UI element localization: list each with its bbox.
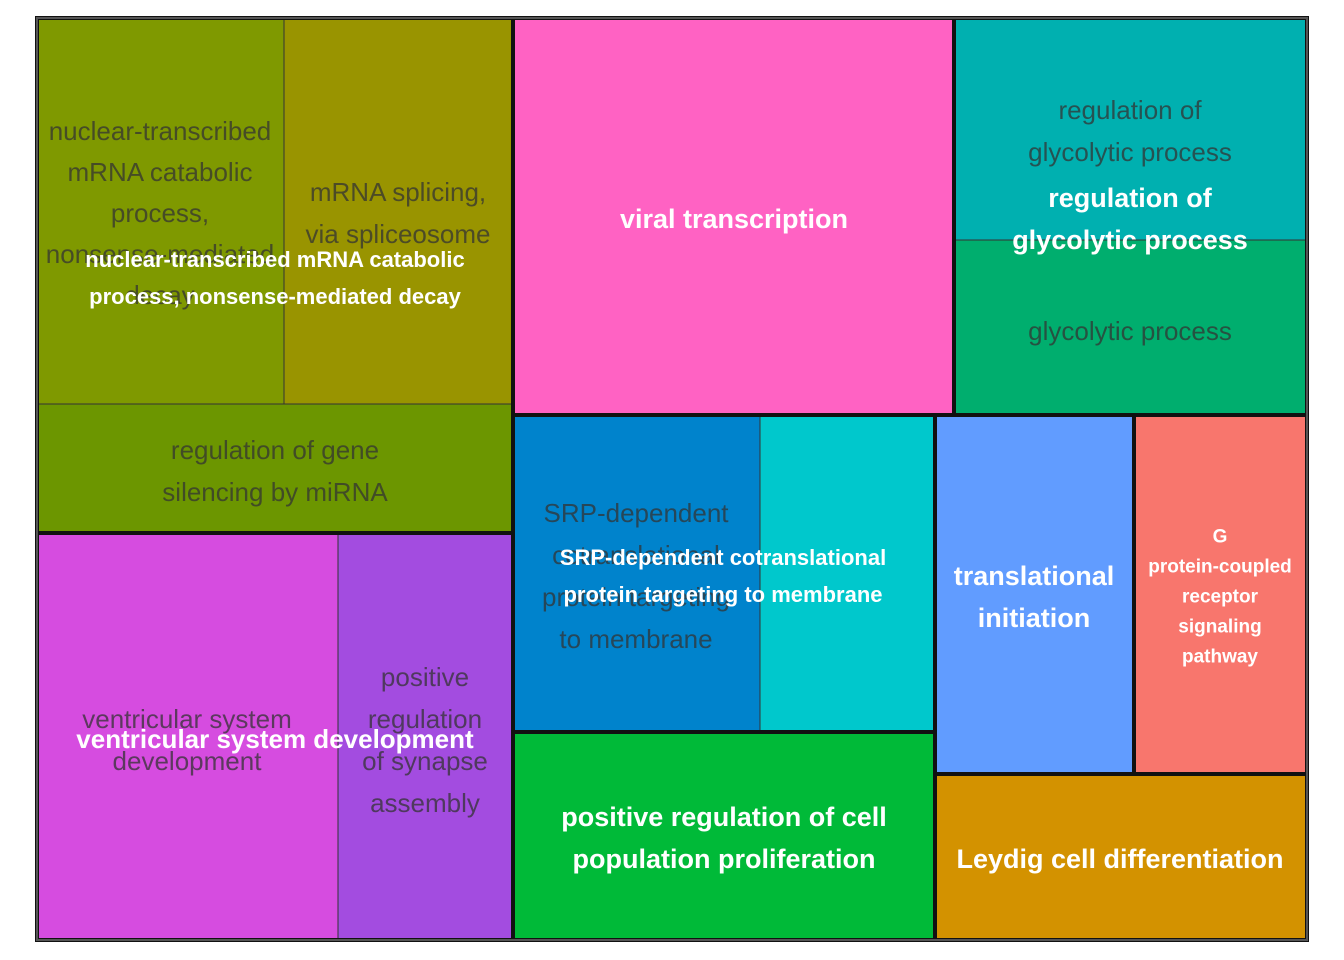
- treemap-group-labels: nuclear-transcribed mRNA catabolic proces…: [76, 183, 1291, 874]
- group-label-g-protein-coupled-receptor-signaling-pathway-line: signaling: [1178, 617, 1261, 638]
- term-label-ventricular-system-development: ventricular system development: [82, 704, 292, 776]
- term-label-ventricular-system-development-line: development: [113, 746, 263, 776]
- term-label-glycolytic-process: glycolytic process: [1028, 316, 1232, 346]
- term-label-srp-dependent-cotranslational-protein-targeting-to-membrane: SRP-dependent cotranslational protein targ…: [542, 498, 730, 654]
- term-label-mrna-splicing-via-spliceosome-line: via spliceosome: [306, 219, 491, 249]
- tile-nuclear-transcribed-mrna-catabolic-process-nonsense-mediated-decay: [36, 17, 285, 405]
- group-label-regulation-of-glycolytic-process: regulation of glycolytic process: [1012, 183, 1248, 255]
- term-label-positive-regulation-of-synapse-assembly-line: of synapse: [362, 746, 488, 776]
- term-label-srp-dependent-cotranslational-protein-targeting-to-membrane-line: cotranslational: [552, 540, 720, 570]
- group-label-srp-dependent-cotranslational-protein-targeting-to-membrane-line: SRP-dependent cotranslational: [560, 545, 886, 570]
- term-label-nuclear-transcribed-mrna-catabolic-process-nonsense-mediated-decay-line: nonsense-mediated: [46, 239, 274, 269]
- group-label-g-protein-coupled-receptor-signaling-pathway-line: G: [1213, 527, 1228, 548]
- tile-regulation-of-gene-silencing-by-mirna: [36, 403, 514, 534]
- group-label-translational-initiation-line: initiation: [978, 603, 1090, 633]
- term-label-regulation-of-glycolytic-process-line: regulation of: [1058, 95, 1202, 125]
- tile-mrna-splicing-via-spliceosome: [283, 17, 514, 405]
- group-label-srp-dependent-cotranslational-protein-targeting-to-membrane-line: protein targeting to membrane: [563, 582, 882, 607]
- term-label-srp-dependent-cotranslational-protein-targeting-to-membrane-line: SRP-dependent: [543, 498, 729, 528]
- term-label-positive-regulation-of-synapse-assembly-line: regulation: [368, 704, 482, 734]
- group-label-positive-regulation-of-cell-population-proliferation: positive regulation of cell population pr…: [561, 802, 887, 874]
- group-label-g-protein-coupled-receptor-signaling-pathway-line: protein-coupled: [1148, 557, 1292, 578]
- term-label-regulation-of-gene-silencing-by-mirna-line: silencing by miRNA: [162, 477, 388, 507]
- treemap-group-borders: [35, 16, 1309, 942]
- term-label-positive-regulation-of-synapse-assembly-line: assembly: [370, 788, 480, 818]
- group-label-nuclear-transcribed-mrna-catabolic-process-nonsense-mediated-decay-line: process, nonsense-mediated decay: [89, 284, 461, 309]
- group-label-viral-transcription-line: viral transcription: [620, 204, 848, 234]
- term-label-positive-regulation-of-synapse-assembly-line: positive: [381, 662, 469, 692]
- term-label-nuclear-transcribed-mrna-catabolic-process-nonsense-mediated-decay-line: process,: [111, 198, 209, 228]
- term-label-mrna-splicing-via-spliceosome-line: mRNA splicing,: [310, 177, 486, 207]
- term-label-regulation-of-gene-silencing-by-mirna: regulation of gene silencing by miRNA: [162, 435, 388, 507]
- treemap-tiles: [36, 17, 1308, 941]
- term-label-nuclear-transcribed-mrna-catabolic-process-nonsense-mediated-decay: nuclear-transcribed mRNA catabolic process…: [46, 116, 274, 310]
- group-label-regulation-of-glycolytic-process-line: glycolytic process: [1012, 225, 1248, 255]
- term-label-srp-dependent-cotranslational-protein-targeting-to-membrane-line: to membrane: [559, 624, 712, 654]
- term-label-nuclear-transcribed-mrna-catabolic-process-nonsense-mediated-decay-line: nuclear-transcribed: [49, 116, 272, 146]
- term-label-nuclear-transcribed-mrna-catabolic-process-nonsense-mediated-decay-line: decay: [125, 280, 194, 310]
- group-label-g-protein-coupled-receptor-signaling-pathway-line: pathway: [1182, 647, 1258, 668]
- tile-ventricular-system-development: [36, 532, 339, 941]
- treemap-term-labels: nuclear-transcribed mRNA catabolic process…: [46, 95, 1232, 818]
- group-label-nuclear-transcribed-mrna-catabolic-process-nonsense-mediated-decay-line: nuclear-transcribed mRNA catabolic: [85, 247, 464, 272]
- group-label-positive-regulation-of-cell-population-proliferation-line: positive regulation of cell: [561, 802, 887, 832]
- group-label-translational-initiation: translational initiation: [954, 561, 1115, 633]
- term-label-srp-dependent-cotranslational-protein-targeting-to-membrane-line: protein targeting: [542, 582, 730, 612]
- group-label-ventricular-system-development: ventricular system development: [76, 724, 474, 754]
- term-label-regulation-of-glycolytic-process-line: glycolytic process: [1028, 137, 1232, 167]
- group-label-regulation-of-glycolytic-process-line: regulation of: [1048, 183, 1212, 213]
- group-label-leydig-cell-differentiation: Leydig cell differentiation: [956, 844, 1283, 874]
- tile-glycolytic-process: [953, 239, 1308, 416]
- group-label-leydig-cell-differentiation-line: Leydig cell differentiation: [956, 844, 1283, 874]
- term-label-ventricular-system-development-line: ventricular system: [82, 704, 292, 734]
- term-label-positive-regulation-of-synapse-assembly: positive regulation of synapse assembly: [362, 662, 488, 818]
- group-label-ventricular-system-development-line: ventricular system development: [76, 724, 474, 754]
- tile-srp-dependent-cotranslational-protein-targeting-to-membrane: [512, 414, 761, 733]
- group-label-viral-transcription: viral transcription: [620, 204, 848, 234]
- tile-unnamed: [759, 414, 936, 733]
- group-label-translational-initiation-line: translational: [954, 561, 1115, 591]
- term-label-nuclear-transcribed-mrna-catabolic-process-nonsense-mediated-decay-line: mRNA catabolic: [68, 157, 253, 187]
- tile-viral-transcription: [512, 17, 955, 416]
- term-label-regulation-of-glycolytic-process: regulation of glycolytic process: [1028, 95, 1232, 167]
- tile-regulation-of-glycolytic-process: [953, 17, 1308, 241]
- group-label-srp-dependent-cotranslational-protein-targeting-to-membrane: SRP-dependent cotranslational protein tar…: [560, 545, 886, 607]
- term-label-mrna-splicing-via-spliceosome: mRNA splicing, via spliceosome: [306, 177, 491, 249]
- treemap-frame: [36, 17, 1308, 941]
- group-label-positive-regulation-of-cell-population-proliferation-line: population proliferation: [573, 844, 876, 874]
- term-label-glycolytic-process-line: glycolytic process: [1028, 316, 1232, 346]
- tile-translational-initiation: [934, 414, 1135, 775]
- tile-positive-regulation-of-synapse-assembly: [337, 532, 514, 941]
- group-label-nuclear-transcribed-mrna-catabolic-process-nonsense-mediated-decay: nuclear-transcribed mRNA catabolic proces…: [85, 247, 464, 309]
- group-label-g-protein-coupled-receptor-signaling-pathway-line: receptor: [1182, 587, 1259, 608]
- tile-g-protein-coupled-receptor-signaling-pathway: [1133, 414, 1308, 775]
- tile-positive-regulation-of-cell-population-proliferation: [512, 731, 936, 941]
- term-label-regulation-of-gene-silencing-by-mirna-line: regulation of gene: [171, 435, 379, 465]
